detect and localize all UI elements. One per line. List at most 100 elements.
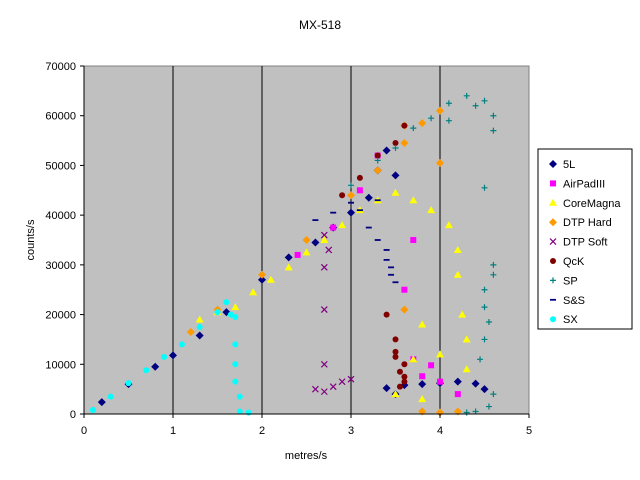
data-point [258,270,266,279]
data-point [382,146,391,155]
data-point [374,152,381,159]
data-point [410,237,417,243]
legend-entry-label: SX [563,314,578,326]
data-point [348,182,354,189]
y-tick-label: 20000 [45,310,76,322]
data-point [428,362,435,369]
data-point [472,102,479,109]
data-point [391,171,400,180]
x-axis-ticks: 0 1 2 3 4 5 [81,414,532,437]
y-tick-label: 40000 [45,210,76,222]
legend-entry-label: CoreMagna [563,198,621,210]
legend-marker [550,277,556,284]
data-point [490,271,497,278]
data-point [392,353,399,360]
legend-marker [550,258,556,264]
data-point [453,377,462,386]
data-point [418,119,427,128]
data-point [227,311,234,318]
data-point [462,365,471,373]
chart-title: MX-518 [299,18,341,32]
data-point [232,361,239,368]
data-point [453,245,462,253]
legend-marker [550,316,556,323]
data-point [392,336,399,343]
legend-entry-label: AirPadIII [563,178,605,190]
data-point [392,140,399,147]
legend-entry-label: 5L [563,159,575,171]
data-point [490,261,497,268]
y-tick-label: 10000 [45,359,76,371]
data-point [169,351,177,360]
data-point [320,388,328,396]
y-tick-label: 0 [70,409,76,421]
x-axis-label: metres/s [285,450,328,462]
data-point [477,356,484,363]
data-point [284,263,293,271]
legend-entry-label: QcK [563,256,585,268]
data-point [338,378,346,386]
data-point [382,384,391,393]
data-point [490,391,497,398]
data-point [320,231,328,239]
data-point [436,350,444,358]
data-point [481,336,488,343]
data-point [339,192,346,199]
data-point [249,288,258,296]
legend-box [537,148,633,330]
data-point [410,125,417,132]
data-point [444,221,453,229]
data-point [454,391,461,398]
data-point [373,166,382,175]
data-point [374,157,381,164]
data-point [143,367,150,374]
data-points [89,92,497,417]
legend-entry-label: SP [563,275,578,287]
data-point [125,380,132,387]
data-point [436,106,444,115]
data-point [195,315,204,323]
data-point [453,270,462,278]
data-point [320,263,328,271]
data-point [458,310,467,318]
data-point [401,373,408,380]
data-point [383,311,390,318]
data-point [490,112,497,119]
x-tick-label: 1 [170,425,176,437]
legend-marker [549,238,557,246]
data-point [462,335,471,343]
data-point [302,236,311,244]
data-point [186,327,195,336]
data-point [428,115,435,122]
data-point [258,275,266,284]
data-point [231,303,240,311]
data-point [311,385,319,393]
data-point [401,378,408,385]
data-point [436,408,444,417]
data-point [151,362,160,371]
data-point [445,100,452,107]
data-point [427,206,436,214]
data-point [329,383,337,391]
data-point [347,375,355,383]
data-point [356,187,363,194]
data-point [320,306,328,314]
data-point [418,320,427,328]
y-tick-label: 50000 [45,160,76,172]
data-point [266,275,275,283]
legend-marker [549,218,557,227]
data-point [418,395,427,403]
data-point [302,248,311,256]
data-point [490,127,497,134]
data-point [396,368,403,375]
data-point [347,208,355,217]
y-axis-label: counts/s [25,219,37,260]
series-qck [339,122,408,390]
data-point [232,314,239,321]
data-point [347,191,355,200]
data-point [481,184,488,191]
data-point [485,403,492,410]
data-point [196,324,203,330]
legend-marker [550,180,556,187]
data-point [392,145,399,152]
